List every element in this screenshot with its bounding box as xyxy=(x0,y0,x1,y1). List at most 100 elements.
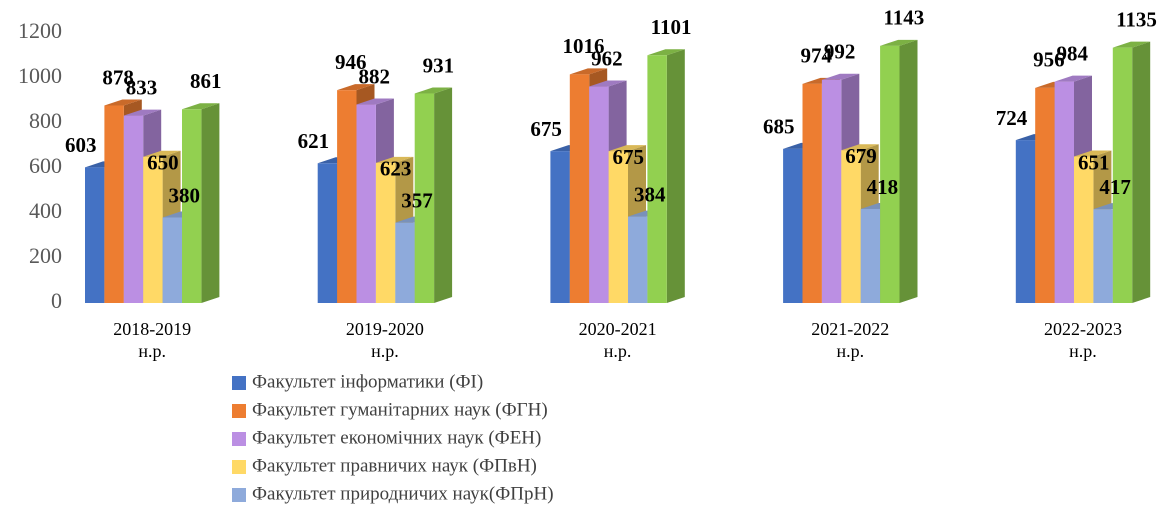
data-label: 861 xyxy=(190,69,222,93)
data-label: 931 xyxy=(423,53,455,77)
x-tick-label: 2019-2020 н.р. xyxy=(345,319,424,361)
bar xyxy=(1074,156,1094,303)
x-tick-label: 2022-2023 н.р. xyxy=(1044,319,1122,361)
data-label: 650 xyxy=(147,151,179,175)
y-tick-label: 600 xyxy=(29,153,62,178)
bar xyxy=(589,86,609,303)
legend-swatch xyxy=(232,432,246,446)
bar-top xyxy=(841,144,879,151)
legend-swatch xyxy=(232,376,246,390)
data-label: 962 xyxy=(591,46,623,70)
data-label: 357 xyxy=(401,188,433,212)
data-label: 878 xyxy=(102,65,134,89)
data-label: 1135 xyxy=(1116,7,1157,31)
data-label: 418 xyxy=(867,175,899,199)
bar xyxy=(608,151,628,303)
bar xyxy=(1054,81,1074,303)
bar xyxy=(628,216,648,303)
data-label: 384 xyxy=(634,182,666,206)
bar xyxy=(356,104,376,303)
bar xyxy=(85,167,105,303)
bar-top xyxy=(375,156,414,163)
data-label: 380 xyxy=(169,183,201,207)
data-label: 651 xyxy=(1078,150,1110,174)
data-label: 675 xyxy=(530,117,562,141)
y-tick-label: 200 xyxy=(29,243,62,268)
legend-swatch xyxy=(232,460,246,474)
bar xyxy=(182,109,202,304)
bar-top xyxy=(356,98,394,105)
bar-side xyxy=(201,103,220,304)
y-tick-label: 0 xyxy=(51,288,62,313)
bar xyxy=(550,151,570,303)
bar-top xyxy=(104,99,142,106)
legend-swatch xyxy=(232,404,246,418)
legend-label: Факультет економічних наук (ФЕН) xyxy=(252,427,541,448)
bar xyxy=(123,115,144,303)
bar-top xyxy=(182,103,220,110)
data-label: 1016 xyxy=(563,34,605,58)
bar-top xyxy=(1054,75,1092,82)
bar xyxy=(647,55,667,304)
data-label: 621 xyxy=(298,129,330,153)
data-label: 685 xyxy=(763,115,795,139)
bar xyxy=(317,163,338,303)
bar-top xyxy=(414,87,453,94)
bar xyxy=(104,105,124,303)
data-label: 417 xyxy=(1099,175,1131,199)
data-label: 974 xyxy=(800,44,832,68)
bar-top xyxy=(143,150,181,157)
legend-label: Факультет правничих наук (ФПвН) xyxy=(252,455,537,476)
data-label: 946 xyxy=(335,50,367,74)
data-label: 833 xyxy=(126,75,158,99)
legend-label: Факультет природничих наук(ФПрН) xyxy=(252,483,554,504)
bar-top xyxy=(1074,150,1112,157)
bar-top xyxy=(123,109,162,116)
bar xyxy=(1015,140,1036,303)
legend-swatch xyxy=(232,488,246,502)
y-tick-label: 800 xyxy=(29,108,62,133)
bar xyxy=(375,162,396,303)
bar-top xyxy=(608,145,646,152)
bar xyxy=(414,93,435,304)
x-tick-label: 2018-2019 н.р. xyxy=(113,319,192,361)
data-label: 984 xyxy=(1057,41,1089,65)
bar-side xyxy=(434,87,453,304)
x-tick-label: 2021-2022 н.р. xyxy=(811,319,890,361)
data-label: 956 xyxy=(1033,48,1065,72)
bar-side xyxy=(666,49,685,304)
bar xyxy=(395,222,415,303)
data-label: 623 xyxy=(380,157,412,181)
bar xyxy=(783,148,803,303)
bar-side xyxy=(1132,41,1151,303)
bar-top xyxy=(821,73,860,80)
data-label: 992 xyxy=(824,40,856,64)
bar-top xyxy=(337,84,375,91)
bar xyxy=(1112,47,1133,303)
bar xyxy=(162,217,182,303)
bar-top xyxy=(1112,41,1151,48)
bar xyxy=(860,208,881,303)
x-tick-label: 2020-2021 н.р. xyxy=(578,319,657,361)
bar xyxy=(802,83,822,303)
data-label: 675 xyxy=(613,145,645,169)
bar xyxy=(1093,209,1113,303)
bar-top xyxy=(647,49,685,56)
data-label: 882 xyxy=(358,64,390,88)
legend-label: Факультет інформатики (ФІ) xyxy=(252,371,483,392)
bar xyxy=(569,74,590,304)
bar-top xyxy=(880,39,918,46)
bar xyxy=(143,156,163,303)
y-tick-label: 1200 xyxy=(18,18,62,43)
data-label: 603 xyxy=(65,133,97,157)
y-tick-label: 400 xyxy=(29,198,62,223)
bar-top xyxy=(589,80,627,87)
bar xyxy=(841,150,861,303)
data-label: 1101 xyxy=(651,15,692,39)
bar xyxy=(880,45,900,303)
data-label: 679 xyxy=(845,144,877,168)
bar xyxy=(337,90,357,304)
bar-top xyxy=(569,68,608,75)
data-label: 724 xyxy=(996,106,1028,130)
